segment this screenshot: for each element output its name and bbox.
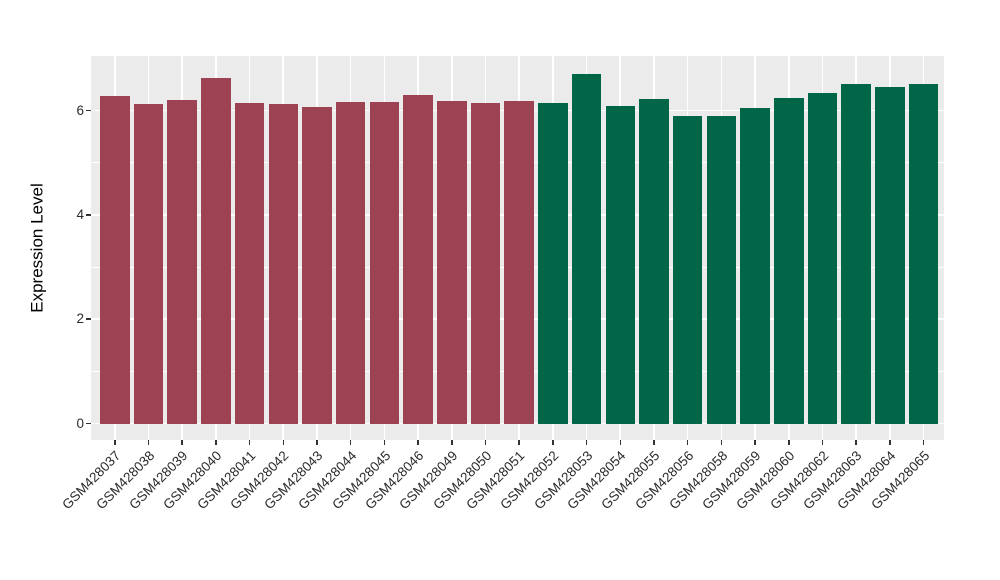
y-tick	[86, 109, 91, 112]
x-tick	[552, 440, 554, 445]
bar-gsm428043	[302, 107, 332, 424]
bar-gsm428051	[504, 100, 534, 424]
bar-gsm428041	[234, 103, 265, 424]
x-tick	[215, 440, 217, 445]
bar-gsm428064	[875, 87, 905, 424]
bar-gsm428050	[470, 102, 501, 424]
x-tick	[585, 440, 588, 445]
bar-gsm428040	[201, 77, 231, 424]
x-tick	[417, 440, 419, 445]
x-tick	[484, 440, 487, 445]
x-tick	[349, 440, 352, 445]
x-tick	[619, 440, 621, 445]
bar-gsm428063	[841, 84, 871, 424]
y-tick	[86, 318, 91, 320]
y-tick-label: 4	[76, 206, 84, 222]
gridline-major	[91, 422, 944, 425]
x-tick	[922, 440, 925, 445]
bar-gsm428039	[167, 99, 197, 424]
x-tick	[821, 440, 824, 445]
bar-gsm428056	[672, 116, 703, 424]
bar-gsm428062	[807, 93, 838, 424]
x-tick	[248, 440, 251, 445]
x-tick	[686, 440, 689, 445]
y-tick-label: 2	[76, 311, 84, 327]
x-tick	[855, 440, 857, 445]
x-tick	[147, 440, 150, 445]
y-axis-title: Expression Level	[28, 183, 47, 313]
bar-gsm428049	[437, 100, 467, 424]
bar-gsm428042	[268, 104, 298, 424]
x-tick	[114, 440, 116, 445]
bar-gsm428037	[100, 96, 130, 424]
x-tick	[788, 440, 790, 445]
y-tick	[86, 422, 91, 425]
x-tick	[518, 440, 520, 445]
bar-gsm428058	[706, 116, 737, 424]
bar-gsm428053	[571, 74, 602, 424]
bar-gsm428065	[908, 84, 939, 424]
bar-gsm428038	[133, 104, 164, 424]
x-tick	[720, 440, 723, 445]
x-tick	[653, 440, 655, 445]
bar-gsm428045	[369, 101, 400, 424]
x-tick	[754, 440, 756, 445]
plot-panel	[91, 56, 944, 440]
x-tick	[316, 440, 318, 445]
bar-gsm428052	[538, 103, 568, 424]
x-tick	[383, 440, 386, 445]
x-tick	[181, 440, 183, 445]
x-tick	[889, 440, 891, 445]
bar-gsm428055	[639, 98, 669, 424]
y-tick-label: 6	[76, 102, 84, 118]
bar-gsm428059	[740, 108, 770, 424]
y-tick-label: 0	[76, 415, 84, 431]
bar-gsm428054	[605, 106, 635, 424]
x-tick	[451, 440, 453, 445]
y-tick	[86, 214, 91, 216]
bar-gsm428044	[335, 102, 366, 424]
bar-gsm428046	[403, 94, 433, 424]
x-tick	[282, 440, 284, 445]
bar-gsm428060	[774, 97, 804, 424]
